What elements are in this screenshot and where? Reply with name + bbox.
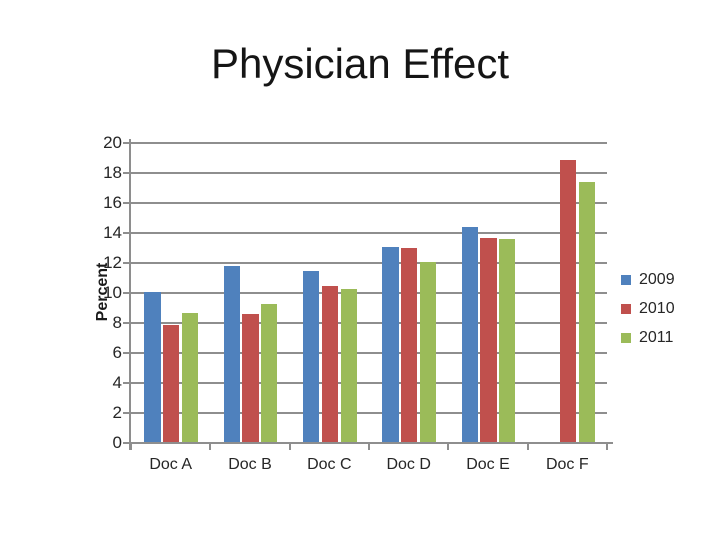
bar-2010-doc-e	[480, 237, 497, 443]
y-tick-label-16: 16	[103, 193, 122, 212]
bar-2011-doc-f	[578, 182, 595, 443]
x-tick-label-doc-c: Doc C	[307, 456, 352, 473]
y-tick-label-4: 4	[112, 373, 122, 392]
gridline-18	[131, 172, 607, 174]
x-axis-tick-4	[447, 443, 450, 450]
x-axis-tick-5	[526, 443, 529, 450]
gridline-12	[131, 262, 607, 264]
y-tick-label-14: 14	[103, 223, 122, 242]
legend-label-2011: 2011	[639, 329, 674, 346]
y-tick-label-18: 18	[103, 163, 122, 182]
bar-2009-doc-e	[461, 227, 478, 443]
bar-2009-doc-d	[382, 246, 399, 443]
x-axis-tick-1	[209, 443, 212, 450]
legend: 2009 2010 2011	[621, 266, 675, 353]
bar-2010-doc-b	[242, 314, 259, 443]
bar-2009-doc-b	[223, 266, 240, 443]
bar-2010-doc-d	[401, 248, 418, 443]
gridline-10	[131, 292, 607, 294]
bar-2009-doc-c	[303, 270, 320, 443]
bar-2011-doc-a	[181, 312, 198, 443]
legend-item-2009: 2009	[621, 266, 675, 294]
y-tick-label-20: 20	[103, 133, 122, 152]
bar-2011-doc-c	[340, 288, 357, 443]
x-tick-label-doc-e: Doc E	[466, 456, 510, 473]
bar-2010-doc-a	[163, 324, 180, 443]
y-axis-tick-12	[123, 262, 132, 264]
legend-item-2011: 2011	[621, 324, 675, 352]
bar-2011-doc-d	[419, 261, 436, 443]
x-axis-tick-0	[130, 443, 132, 450]
bar-2010-doc-f	[559, 159, 576, 443]
bar-2010-doc-c	[321, 285, 338, 443]
legend-label-2009: 2009	[639, 271, 675, 288]
y-axis-tick-14	[123, 232, 132, 234]
chart-title: Physician Effect	[210, 40, 510, 87]
y-axis-tick-18	[123, 172, 132, 174]
gridline-2	[131, 412, 607, 414]
y-axis-tick-6	[123, 352, 132, 354]
legend-swatch-2009	[621, 275, 631, 285]
y-axis-tick-16	[123, 202, 132, 204]
x-axis-tick-6	[606, 443, 608, 450]
gridline-6	[131, 352, 607, 354]
y-axis-tick-10	[123, 292, 132, 294]
x-axis-tick-3	[368, 443, 370, 450]
gridline-14	[131, 232, 607, 234]
gridline-4	[131, 382, 607, 384]
legend-label-2010: 2010	[639, 300, 675, 317]
x-axis-tick-2	[288, 443, 291, 450]
x-tick-label-doc-b: Doc B	[228, 456, 272, 473]
legend-item-2010: 2010	[621, 295, 675, 323]
y-tick-label-10: 10	[103, 283, 122, 302]
x-tick-label-doc-d: Doc D	[386, 456, 431, 473]
x-tick-label-doc-f: Doc F	[545, 456, 589, 473]
legend-swatch-2010	[621, 304, 631, 314]
y-axis-tick-2	[123, 412, 132, 414]
y-axis-title: Percent	[94, 262, 111, 322]
y-tick-label-12: 12	[103, 253, 122, 272]
y-axis-tick-20	[123, 142, 132, 144]
gridline-20	[131, 142, 607, 144]
y-axis-tick-4	[123, 382, 132, 384]
gridline-8	[131, 322, 607, 324]
y-tick-label-0: 0	[112, 433, 122, 452]
y-axis-line	[129, 139, 131, 450]
bar-2009-doc-a	[144, 291, 161, 443]
gridline-16	[131, 202, 607, 204]
y-tick-label-2: 2	[112, 403, 122, 422]
x-tick-label-doc-a: Doc A	[149, 456, 193, 473]
legend-swatch-2011	[621, 333, 631, 343]
bar-2011-doc-b	[261, 303, 278, 443]
y-tick-label-8: 8	[112, 313, 122, 332]
y-axis-tick-8	[123, 322, 132, 324]
bar-2011-doc-e	[499, 239, 516, 443]
y-tick-label-6: 6	[112, 343, 122, 362]
